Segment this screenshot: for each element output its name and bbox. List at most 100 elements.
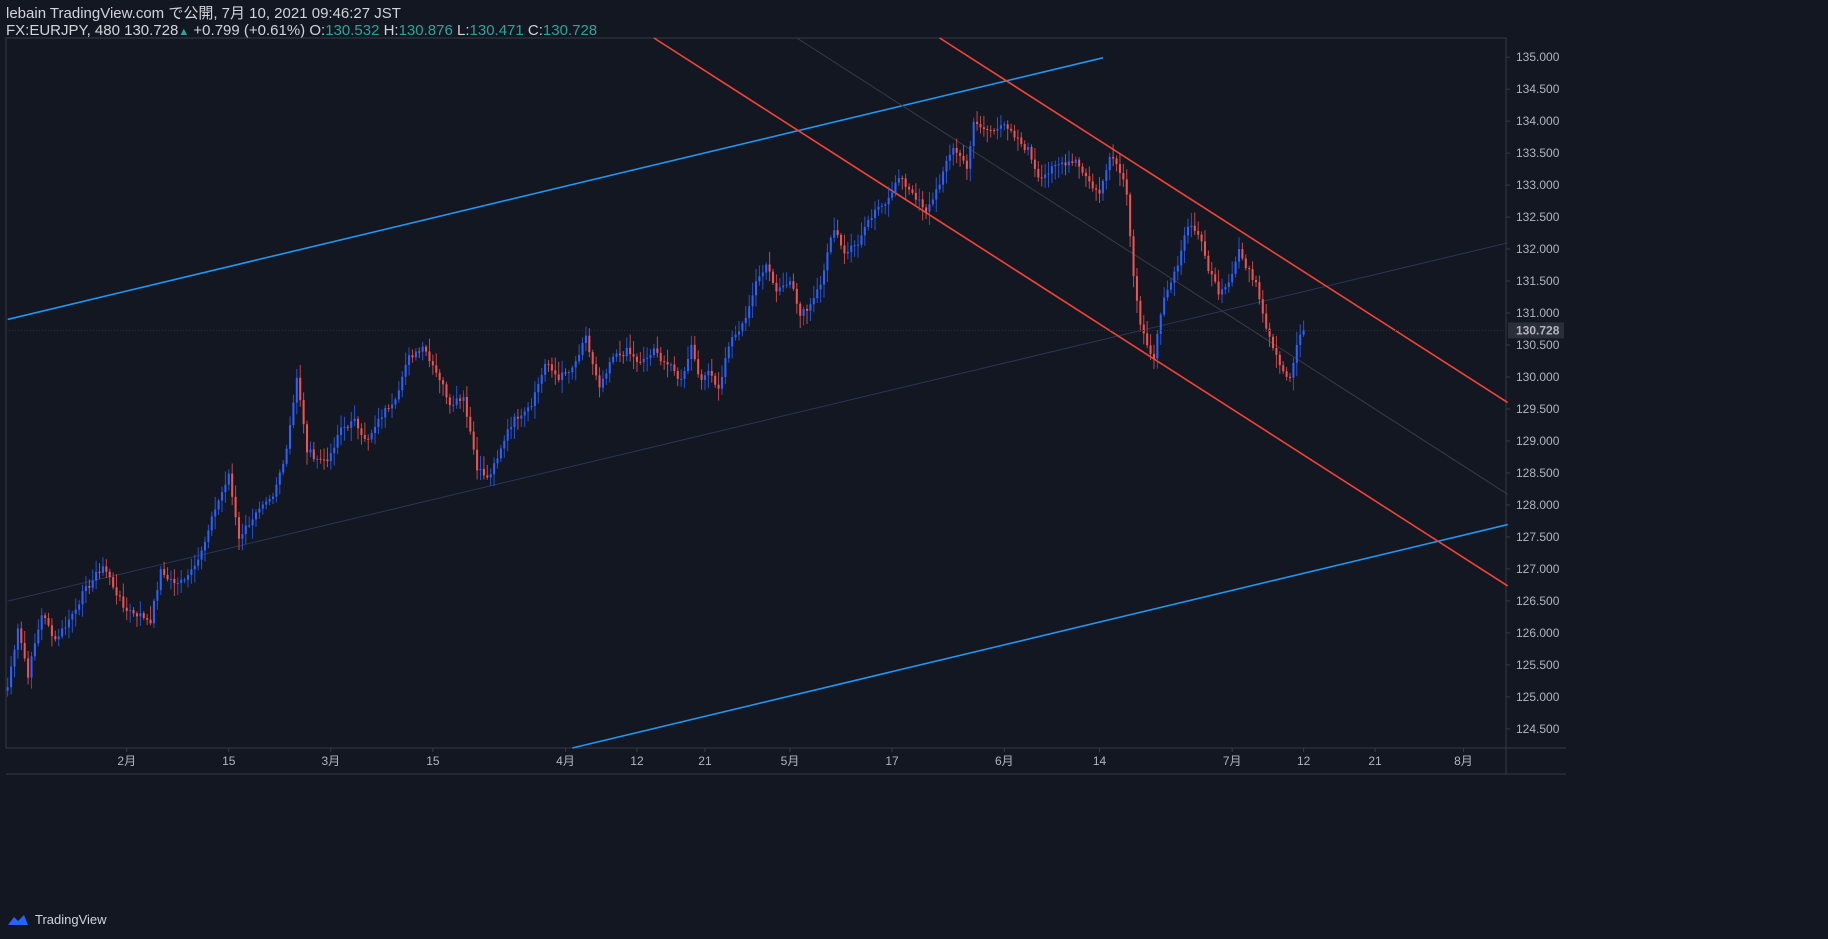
chart-publish-info: lebain TradingView.com で公開, 7月 10, 2021 … <box>6 5 401 22</box>
candle-body <box>112 577 115 588</box>
candle-body <box>948 154 951 161</box>
candle-body <box>152 600 155 624</box>
candle-body <box>931 199 934 205</box>
candle-body <box>904 178 907 187</box>
candle-body <box>1217 281 1220 295</box>
candle-body <box>996 128 999 131</box>
candle-body <box>295 377 298 403</box>
candle-body <box>278 472 281 485</box>
candle-body <box>384 408 387 418</box>
candle-body <box>132 610 135 614</box>
candle-body <box>1210 271 1213 275</box>
candle-body <box>159 569 162 591</box>
trend-channels[interactable] <box>7 37 1509 749</box>
candle-body <box>846 251 849 254</box>
candle-body <box>98 571 101 573</box>
candle-body <box>703 375 706 380</box>
candle-body <box>720 376 724 389</box>
candle-body <box>1146 333 1149 346</box>
candle-body <box>421 346 424 352</box>
candle-body <box>292 402 295 426</box>
price-tick-label: 128.000 <box>1516 498 1560 512</box>
candle-body <box>224 484 227 493</box>
candle-body <box>479 468 482 471</box>
candle-body <box>200 550 203 560</box>
candle-body <box>690 344 693 360</box>
candle-body <box>1248 268 1251 270</box>
candle-body <box>1023 143 1026 150</box>
candle-body <box>418 351 421 353</box>
candle-body <box>333 447 336 454</box>
candle-body <box>1231 273 1234 283</box>
candle-body <box>887 197 890 205</box>
candle-body <box>1193 225 1196 231</box>
price-tick-label: 135.000 <box>1516 50 1560 64</box>
candle-body <box>1105 170 1108 181</box>
candle-body <box>203 541 206 551</box>
candle-body <box>142 613 145 619</box>
price-axis[interactable]: 135.000 134.500 134.000 133.500 133.000 132.5… <box>1506 50 1564 736</box>
candle-body <box>588 335 591 353</box>
candle-body <box>860 235 863 245</box>
candle-body <box>210 516 213 531</box>
time-tick-label: 12 <box>1297 754 1311 768</box>
candle-body <box>513 416 516 428</box>
time-axis[interactable]: 2月 15 3月 15 4月 12 21 5月 17 6月 14 7月 12 21 8月 <box>117 748 1473 768</box>
candle-body <box>663 361 666 363</box>
candle-body <box>237 517 241 539</box>
last-price: 130.728 <box>124 22 179 39</box>
candle-body <box>469 416 472 432</box>
candle-body <box>462 396 465 401</box>
price-tick-label: 125.000 <box>1516 690 1560 704</box>
candle-body <box>115 587 118 596</box>
candle-body <box>622 355 625 357</box>
candle-body <box>1190 225 1193 227</box>
candle-body <box>812 298 815 305</box>
symbol-name[interactable]: FX:EURJPY, 480 <box>6 22 120 39</box>
candle-body <box>652 348 655 356</box>
candle-body <box>88 586 91 588</box>
candle-body <box>550 364 553 371</box>
tradingview-watermark[interactable]: TradingView <box>6 912 107 927</box>
candle-body <box>1169 282 1172 290</box>
candle-body <box>57 636 60 640</box>
candle-body <box>928 204 931 212</box>
candle-body <box>30 656 33 678</box>
candle-body <box>516 416 519 419</box>
candle-body <box>1282 365 1285 372</box>
candle-body <box>1244 258 1247 269</box>
candle-body <box>540 374 543 384</box>
candle-body <box>850 245 853 252</box>
candle-body <box>13 649 16 667</box>
candle-body <box>251 519 254 526</box>
candle-body <box>520 415 523 419</box>
open-label: O: <box>309 22 326 39</box>
candle-body <box>1054 165 1057 167</box>
open-value: 130.532 <box>325 22 380 39</box>
candle-body <box>993 130 996 132</box>
candle-body <box>401 376 404 391</box>
candle-body <box>1292 362 1295 378</box>
candle-body <box>605 373 608 379</box>
candle-body <box>908 186 911 190</box>
time-tick-label: 21 <box>698 754 712 768</box>
candle-body <box>1295 344 1298 363</box>
price-tick-label: 133.000 <box>1516 178 1560 192</box>
candle-body <box>564 372 567 374</box>
candle-body <box>635 356 638 362</box>
candle-body <box>207 530 210 542</box>
candle-body <box>282 463 285 473</box>
candle-body <box>10 666 13 688</box>
candle-body <box>244 525 247 535</box>
candle-body <box>693 344 696 360</box>
candle-body <box>23 642 26 659</box>
candle-body <box>1186 226 1189 236</box>
candle-body <box>1275 347 1278 355</box>
candle-body <box>1047 173 1050 175</box>
candle-body <box>261 504 264 509</box>
candle-body <box>67 619 70 628</box>
price-tick-label: 131.500 <box>1516 274 1560 288</box>
candle-body <box>377 418 380 427</box>
candle-body <box>584 335 587 344</box>
